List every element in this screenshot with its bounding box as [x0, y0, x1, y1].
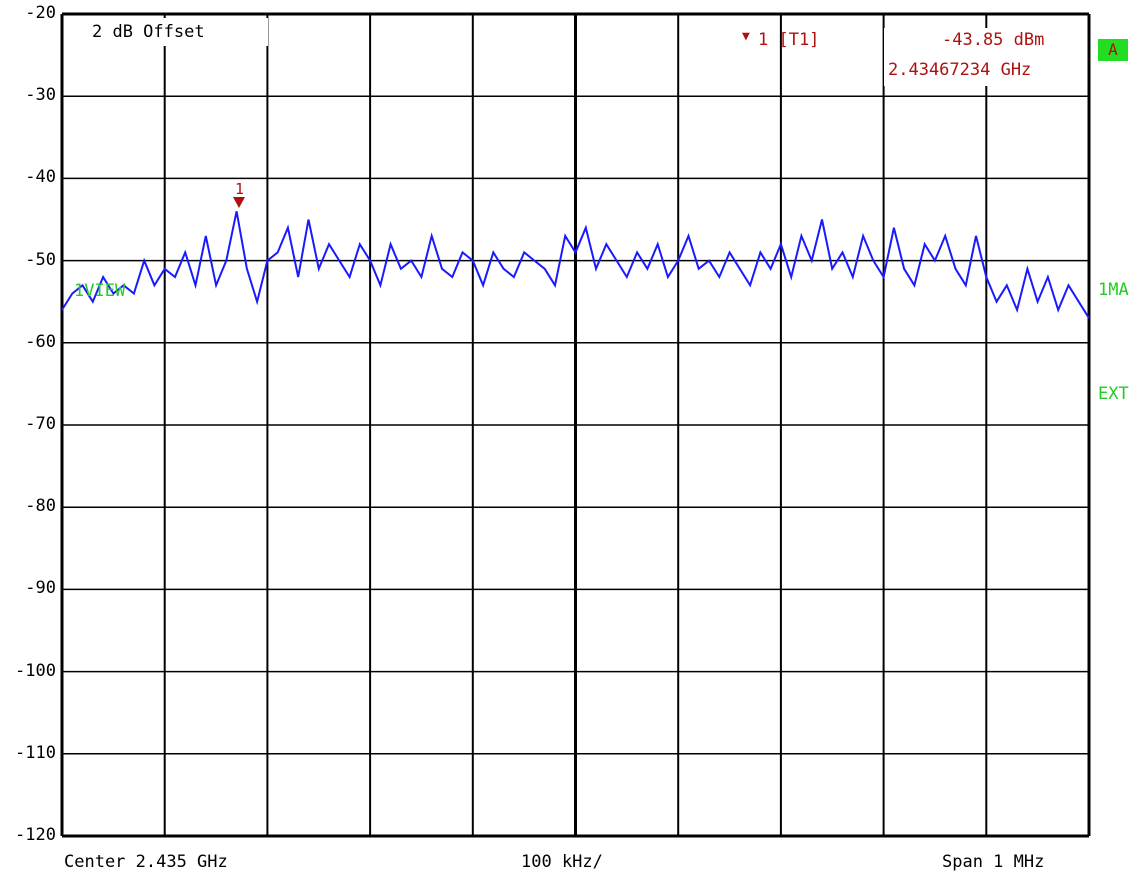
y-tick-label: -80 — [25, 496, 56, 517]
trace-line — [61, 211, 1090, 319]
y-tick-label: -110 — [15, 742, 56, 763]
center-frequency-label: Center 2.435 GHz — [64, 852, 228, 872]
marker-group: 1 — [232, 180, 245, 209]
y-tick-label: -60 — [25, 331, 56, 352]
marker-level: -43.85 dBm — [942, 30, 1045, 50]
marker-1-label: 1 — [235, 180, 244, 198]
trace-badge: A — [1098, 39, 1128, 61]
y-tick-label: -100 — [15, 660, 56, 681]
y-tick-label: -40 — [25, 167, 56, 188]
y-tick-label: -90 — [25, 578, 56, 599]
side-label-ext: EXT — [1098, 384, 1129, 404]
marker-1-icon — [232, 197, 245, 209]
marker-readout-box — [884, 28, 1084, 86]
offset-label-box — [70, 18, 268, 46]
marker-symbol-icon: ▼ — [742, 29, 750, 44]
y-tick-label: -120 — [15, 825, 56, 845]
trace-tag: 1VIEW — [74, 281, 126, 301]
offset-label: 2 dB Offset — [92, 22, 205, 42]
y-tick-label: -30 — [25, 85, 56, 106]
y-tick-label: -20 — [25, 3, 56, 23]
side-label-1ma: 1MA — [1098, 280, 1129, 300]
plot-grid — [60, 12, 1091, 838]
division-label: 100 kHz/ — [521, 852, 603, 872]
span-label: Span 1 MHz — [942, 852, 1045, 872]
marker-header: 1 [T1] — [758, 30, 820, 50]
marker-frequency: 2.43467234 GHz — [888, 60, 1032, 80]
y-tick-label: -50 — [25, 249, 56, 270]
y-tick-label: -70 — [25, 414, 56, 434]
